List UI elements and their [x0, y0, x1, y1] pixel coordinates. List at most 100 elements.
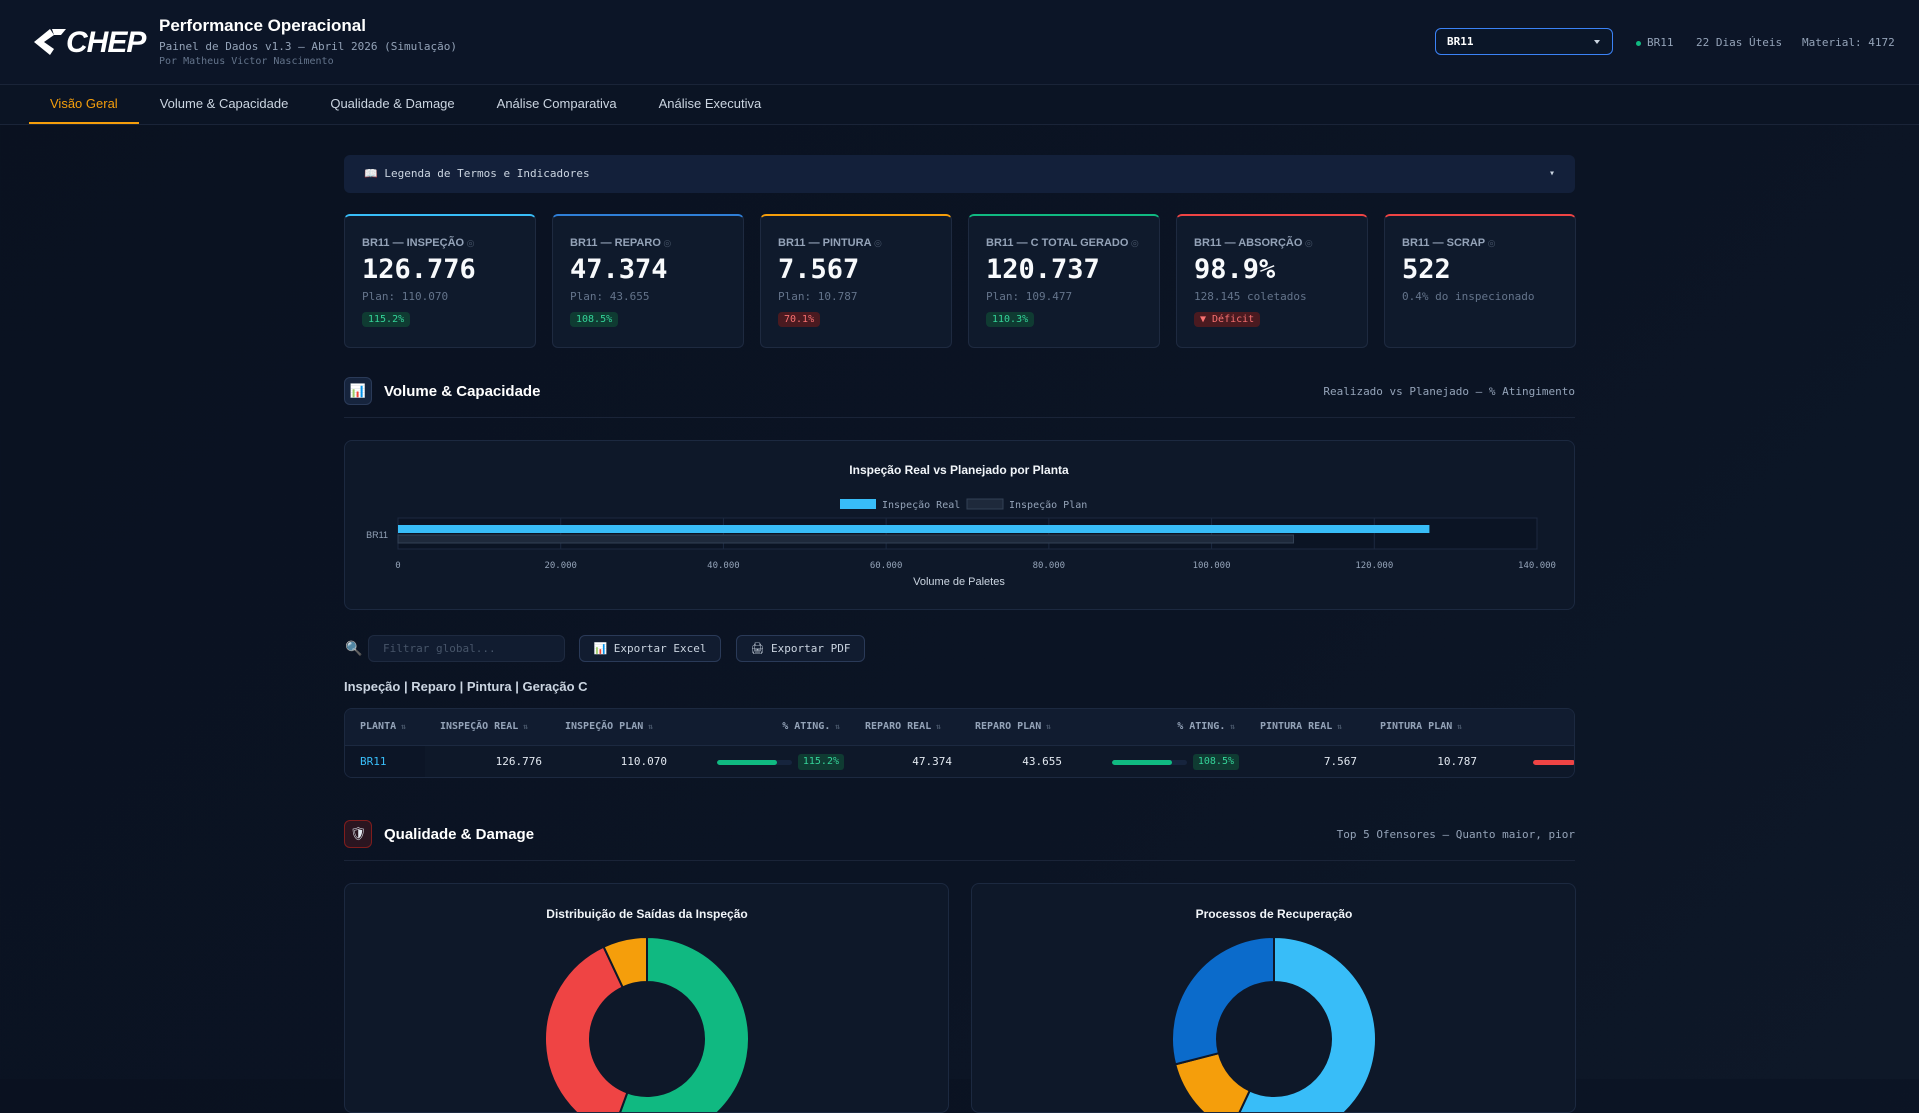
- section-title: Qualidade & Damage: [384, 826, 535, 843]
- chart-card: Processos de Recuperação: [971, 883, 1576, 1113]
- section-header: 🛡 Qualidade & Damage Top 5 Ofensores — Q…: [344, 820, 1575, 861]
- kpi-badge: 110.3%: [986, 312, 1035, 327]
- kpi-sub: Plan: 43.655: [570, 290, 650, 303]
- search-icon: 🔍: [345, 640, 363, 656]
- page: CHEP Performance Operacional Painel de D…: [0, 0, 1919, 1079]
- tab-bar: Visão Geral Volume & Capacidade Qualidade …: [0, 85, 1919, 125]
- legend-swatch: [966, 498, 1004, 510]
- table-header: PLANTAINSPEÇÃO REALINSPEÇÃO PLAN% ATING.…: [345, 709, 1574, 745]
- section-note: Realizado vs Planejado — % Atingimento: [1323, 385, 1575, 398]
- kpi-label: BR11 — REPARO: [570, 237, 671, 249]
- section-title: Volume & Capacidade: [384, 383, 541, 400]
- progress-bar: [716, 759, 777, 765]
- column-header: % ATING.: [1485, 709, 1574, 745]
- search-input[interactable]: Filtrar global...: [368, 635, 565, 662]
- kpi-sub: Plan: 10.787: [778, 290, 858, 303]
- bar: [397, 534, 1294, 544]
- x-tick-label: 120.000: [1355, 561, 1393, 571]
- percent-badge: 115.2%: [797, 754, 844, 770]
- percent-cell: 70.1%: [1485, 746, 1574, 777]
- legend-label: Inspeção Plan: [1009, 500, 1087, 511]
- tab[interactable]: Visão Geral: [29, 85, 139, 124]
- app-subtitle: Painel de Dados v1.3 — Abril 2026 (Simul…: [159, 40, 458, 53]
- tab[interactable]: Qualidade & Damage: [330, 96, 455, 111]
- number-cell: 110.070: [620, 755, 667, 768]
- section-note: Top 5 Ofensores — Quanto maior, pior: [1336, 828, 1575, 841]
- export-excel[interactable]: 📊 Exportar Excel: [579, 635, 721, 662]
- kpi-value: 47.374: [570, 254, 668, 285]
- donut-slice: [1171, 935, 1275, 1066]
- kpi-sub: Plan: 110.070: [362, 290, 449, 303]
- column-header: % ATING.: [1070, 709, 1245, 745]
- chart-title: Distribuição de Saídas da Inspeção: [546, 907, 747, 921]
- kpi-card: BR11 — PINTURA 7.567 Plan: 10.787 70.1%: [760, 214, 952, 348]
- kpi-card: BR11 — C TOTAL GERADO 120.737 Plan: 109.47…: [968, 214, 1160, 348]
- donut-slice: [1238, 935, 1377, 1112]
- plant-cell: BR11: [345, 746, 425, 777]
- kpi-card: BR11 — INSPEÇÃO 126.776 Plan: 110.070 115.2…: [344, 214, 536, 348]
- section-icon: 🛡: [344, 820, 372, 848]
- progress-track: [1532, 759, 1574, 765]
- kpi-badge: 108.5%: [570, 312, 619, 327]
- author: Por Matheus Victor Nascimento: [159, 56, 334, 67]
- x-tick-label: 140.000: [1518, 561, 1556, 571]
- kpi-sub: 0.4% do inspecionado: [1402, 290, 1535, 303]
- logo: CHEP: [66, 26, 146, 59]
- column-header: REPARO REAL: [850, 709, 960, 745]
- x-tick-label: 60.000: [870, 561, 903, 571]
- status: BR11: [1636, 36, 1674, 49]
- number-cell: 47.374: [912, 755, 952, 768]
- bar: [398, 525, 1430, 533]
- legend-toggle[interactable]: 📖 Legenda de Termos e Indicadores ▾: [344, 155, 1575, 193]
- working-days: 22 Dias Úteis: [1696, 36, 1783, 49]
- kpi-label: BR11 — INSPEÇÃO: [362, 237, 474, 249]
- progress-track: [716, 759, 792, 765]
- data-table: PLANTAINSPEÇÃO REALINSPEÇÃO PLAN% ATING.…: [344, 708, 1575, 778]
- table-row: BR11 126.776 110.070 115.2% 47.374 43.655 108.…: [345, 745, 1574, 777]
- legend-swatch: [840, 499, 876, 509]
- donut-chart: Distribuição de Saídas da Inspeção: [544, 907, 750, 1112]
- header: CHEP Performance Operacional Painel de D…: [0, 0, 1919, 85]
- chart-title: Inspeção Real vs Planejado por Planta: [849, 463, 1069, 477]
- kpi-card: BR11 — REPARO 47.374 Plan: 43.655 108.5%: [552, 214, 744, 348]
- plant-select[interactable]: BR11: [1435, 28, 1613, 55]
- donut-slice: [602, 935, 648, 989]
- legend-caret: ▾: [1548, 168, 1555, 179]
- donut-chart: Processos de Recuperação: [1171, 907, 1377, 1112]
- x-tick-label: 40.000: [707, 561, 740, 571]
- logo-icon: [34, 29, 66, 55]
- x-tick-label: 80.000: [1033, 561, 1066, 571]
- x-axis-label: Volume de Paletes: [913, 576, 1005, 588]
- kpi-badge: 70.1%: [778, 312, 821, 327]
- number-cell: 7.567: [1323, 755, 1357, 768]
- percent-badge: 108.5%: [1192, 754, 1239, 770]
- number-cell: 126.776: [495, 755, 542, 768]
- column-header: INSPEÇÃO REAL: [425, 709, 550, 745]
- chart-card: Distribuição de Saídas da Inspeção: [344, 883, 949, 1113]
- table-title: Inspeção | Reparo | Pintura | Geração C: [344, 679, 588, 694]
- x-tick-label: 0: [395, 561, 400, 571]
- donut-slice: [619, 935, 750, 1112]
- tab[interactable]: Análise Executiva: [658, 96, 762, 111]
- progress-bar: [1532, 759, 1574, 765]
- kpi-card: BR11 — ABSORÇÃO 98.9% 128.145 coletados ▼ D…: [1176, 214, 1368, 348]
- x-tick-label: 100.000: [1193, 561, 1231, 571]
- column-header: PINTURA PLAN: [1365, 709, 1485, 745]
- chart-title: Processos de Recuperação: [1196, 907, 1353, 921]
- section-icon: 📊: [344, 377, 372, 405]
- export-pdf[interactable]: 🖨 Exportar PDF: [736, 635, 865, 662]
- kpi-value: 126.776: [362, 254, 476, 285]
- number-cell: 43.655: [1022, 755, 1062, 768]
- column-header: PLANTA: [345, 709, 425, 745]
- column-header: REPARO PLAN: [960, 709, 1070, 745]
- plot-area: [397, 517, 1538, 550]
- percent-cell: 115.2%: [675, 746, 850, 777]
- chart-card: Inspeção Real vs Planejado por Planta 0 20…: [344, 440, 1575, 610]
- kpi-value: 7.567: [778, 254, 860, 285]
- tab[interactable]: Volume & Capacidade: [159, 96, 289, 111]
- tab[interactable]: Análise Comparativa: [496, 96, 617, 111]
- kpi-label: BR11 — ABSORÇÃO: [1194, 237, 1313, 249]
- progress-track: [1111, 759, 1187, 765]
- kpi-value: 120.737: [986, 254, 1100, 285]
- kpi-value: 98.9%: [1194, 254, 1276, 285]
